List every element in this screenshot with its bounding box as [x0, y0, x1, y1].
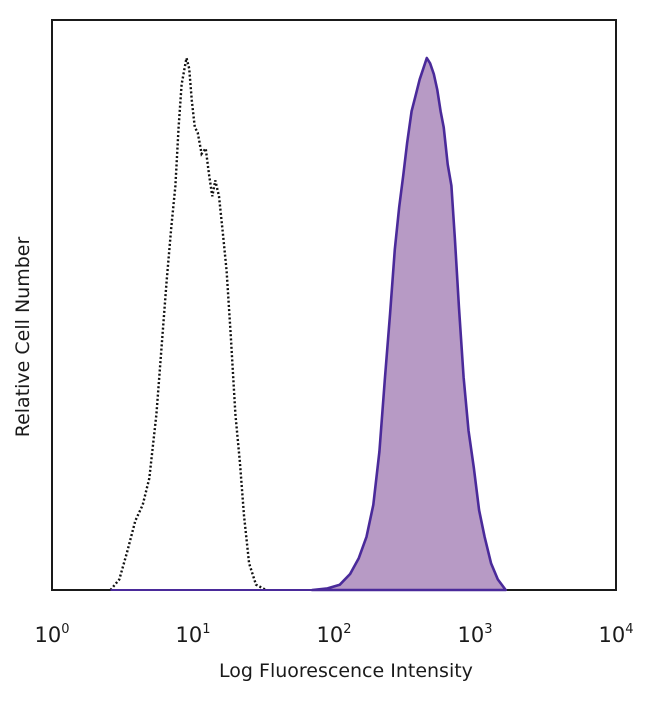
- series-dotted-histogram: [109, 57, 267, 592]
- y-axis-label: Relative Cell Number: [12, 237, 34, 438]
- series-filled-histogram: [310, 56, 507, 592]
- x-axis-ticks: 100 101 102 103 104: [34, 622, 633, 647]
- x-tick-label: 101: [175, 622, 210, 647]
- x-axis-label: Log Fluorescence Intensity: [219, 660, 473, 682]
- x-tick-label: 102: [316, 622, 351, 647]
- x-tick-label: 104: [598, 622, 633, 647]
- x-tick-label: 103: [457, 622, 492, 647]
- plot-frame: [51, 19, 617, 591]
- x-tick-label: 100: [34, 622, 69, 647]
- series-layer: [109, 56, 507, 592]
